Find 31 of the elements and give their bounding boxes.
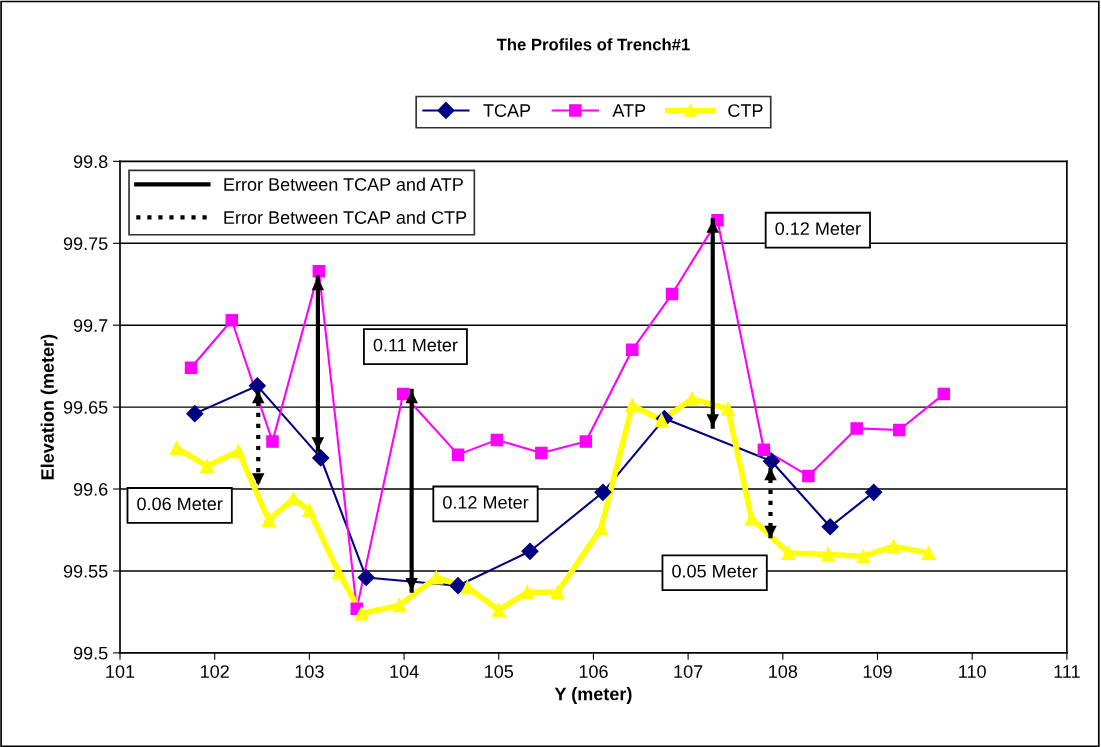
y-tick-label: 99.55 <box>63 564 108 578</box>
x-tick-label: 110 <box>959 665 986 678</box>
y-tick-label: 99.7 <box>73 319 108 332</box>
legend-label: Error Between TCAP and CTP <box>224 210 467 224</box>
y-tick-label: 99.75 <box>63 237 108 250</box>
annotation: 0.12 Meter <box>775 222 861 236</box>
x-tick-label: 102 <box>201 665 229 678</box>
x-tick-label: 101 <box>106 665 135 678</box>
x-tick-label: 108 <box>769 665 798 678</box>
x-tick-label: 109 <box>863 665 892 678</box>
chart-title: The Profiles of Trench#1 <box>496 38 690 51</box>
legend-label: CTP <box>728 104 763 117</box>
y-tick-label: 99.8 <box>73 155 108 169</box>
x-tick-label: 104 <box>390 665 419 678</box>
annotation: 0.05 Meter <box>672 564 758 578</box>
x-tick-label: 105 <box>485 665 514 678</box>
x-tick-label: 107 <box>674 665 703 678</box>
x-tick-label: 111 <box>1054 665 1080 678</box>
x-tick-label: 103 <box>295 665 324 678</box>
annotation: 0.06 Meter <box>137 497 223 511</box>
y-axis-title: Elevation (meter) <box>40 334 58 480</box>
annotation: 0.12 Meter <box>443 496 529 509</box>
x-tick-label: 106 <box>579 665 608 678</box>
annotation: 0.11 Meter <box>373 338 458 352</box>
legend-label: TCAP <box>483 104 531 117</box>
legend-label: ATP <box>612 104 646 117</box>
y-tick-label: 99.5 <box>73 646 108 660</box>
legend-label: Error Between TCAP and ATP <box>224 177 463 191</box>
y-tick-label: 99.65 <box>63 401 108 414</box>
y-tick-label: 99.6 <box>73 482 108 496</box>
x-axis-title: Y (meter) <box>554 687 632 704</box>
